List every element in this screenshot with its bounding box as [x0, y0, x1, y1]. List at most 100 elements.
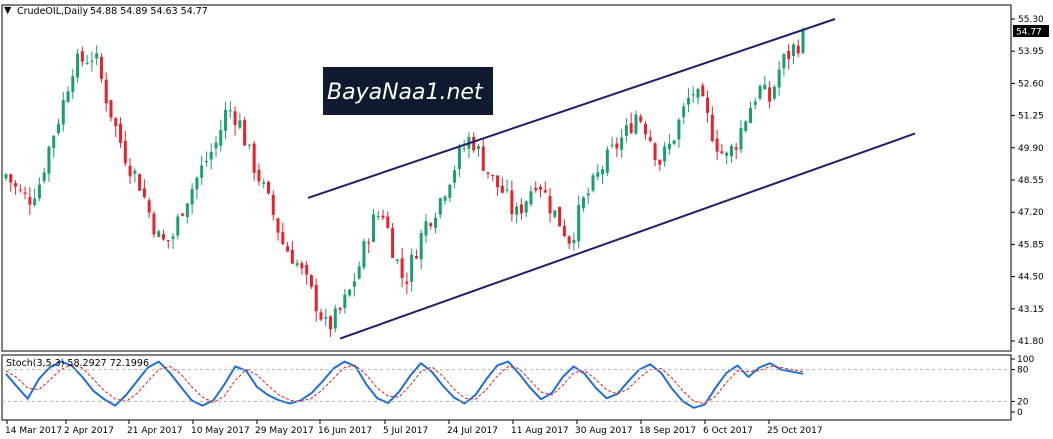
candle-body [434, 217, 438, 228]
candle-body [400, 258, 404, 279]
candle-body [228, 110, 232, 112]
symbol-label: CrudeOIL,Daily [17, 6, 88, 17]
candle-body [28, 197, 32, 205]
candle-body [23, 192, 27, 194]
candle-body [329, 316, 333, 330]
candle-body [352, 281, 356, 287]
date-axis: 14 Mar 2017 2 Apr 2017 21 Apr 2017 10 May 2… [5, 420, 823, 436]
candle-body [691, 94, 695, 96]
candle-body [791, 44, 795, 56]
candle-body [529, 191, 533, 205]
candle-body [749, 108, 753, 124]
candle-body [90, 60, 94, 62]
candle-body [119, 123, 123, 143]
candle-body [56, 123, 60, 134]
stoch-panel-frame [1, 354, 1012, 421]
candle-body [152, 213, 156, 235]
candle-body [686, 98, 690, 105]
candle-body [715, 138, 719, 152]
last-price-badge [1013, 25, 1049, 37]
candle-body [577, 204, 581, 242]
candle-body [644, 123, 648, 135]
stoch-lines [5, 360, 804, 409]
candles-layer [4, 27, 805, 337]
candle-body [343, 294, 347, 308]
candle-body [462, 148, 466, 150]
candle-body [639, 116, 643, 122]
candle-body [324, 317, 328, 319]
candle-body [395, 259, 399, 261]
candle-body [720, 151, 724, 154]
candle-body [524, 201, 528, 213]
candle-body [309, 275, 313, 287]
date-tick-label: 24 Jul 2017 [447, 426, 498, 436]
price-panel-frame [1, 4, 1012, 352]
candle-body [634, 114, 638, 134]
candle-body [486, 172, 490, 174]
price-tick-label: 47.20 [1018, 208, 1044, 218]
last-price-value: 54.77 [1016, 28, 1042, 38]
candle-body [496, 175, 500, 188]
candle-body [85, 63, 89, 65]
candle-body [233, 111, 237, 126]
candle-body [457, 147, 461, 170]
candle-body [338, 307, 342, 310]
candle-body [290, 249, 294, 264]
date-tick-label: 2 Apr 2017 [64, 426, 114, 436]
candle-body [371, 214, 375, 242]
candle-body [257, 169, 261, 182]
candle-body [123, 140, 127, 164]
candle-body [787, 50, 791, 60]
candle-body [548, 195, 552, 214]
date-tick-label: 14 Mar 2017 [5, 426, 62, 436]
date-tick-label: 25 Oct 2017 [767, 426, 823, 436]
candle-body [510, 190, 514, 215]
candle-body [519, 204, 523, 214]
candle-body [648, 137, 652, 141]
price-tick-label: 55.30 [1018, 15, 1044, 25]
candle-body [266, 181, 270, 194]
price-tick-label: 48.55 [1018, 176, 1044, 186]
candle-body [252, 143, 256, 173]
candle-body [99, 56, 103, 79]
candle-body [424, 221, 428, 236]
candle-body [586, 193, 590, 196]
stoch-label: Stoch(3,5,3) 58.2927 72.1996 [6, 358, 149, 369]
candle-body [543, 190, 547, 193]
candle-body [200, 165, 204, 178]
candle-body [348, 289, 352, 296]
candle-body [300, 263, 304, 269]
candle-body [443, 196, 447, 201]
dropdown-arrow-icon[interactable]: ▼ [4, 5, 12, 16]
date-tick-label: 18 Sep 2017 [639, 426, 696, 436]
candle-body [572, 239, 576, 244]
price-tick-label: 41.80 [1018, 337, 1044, 347]
candle-body [271, 194, 275, 215]
candle-body [147, 200, 151, 213]
candle-body [238, 120, 242, 128]
candle-body [558, 206, 562, 227]
candle-body [224, 109, 228, 131]
candle-body [448, 184, 452, 198]
candle-body [286, 246, 290, 252]
candle-body [610, 144, 614, 146]
candle-body [772, 86, 776, 99]
candle-body [706, 97, 710, 113]
price-tick-label: 53.95 [1018, 47, 1044, 57]
candle-body [319, 312, 323, 320]
candle-body [500, 185, 504, 193]
candle-body [476, 146, 480, 149]
date-tick-label: 29 May 2017 [255, 426, 314, 436]
candle-body [128, 165, 132, 177]
candle-body [190, 188, 194, 205]
candle-body [42, 172, 46, 182]
candle-body [624, 125, 628, 136]
candle-body [605, 149, 609, 173]
candle-body [782, 54, 786, 69]
candle-body [71, 76, 75, 93]
candle-body [9, 174, 13, 183]
candle-body [66, 91, 70, 102]
candle-body [515, 206, 519, 215]
channel-lines [307, 18, 916, 340]
